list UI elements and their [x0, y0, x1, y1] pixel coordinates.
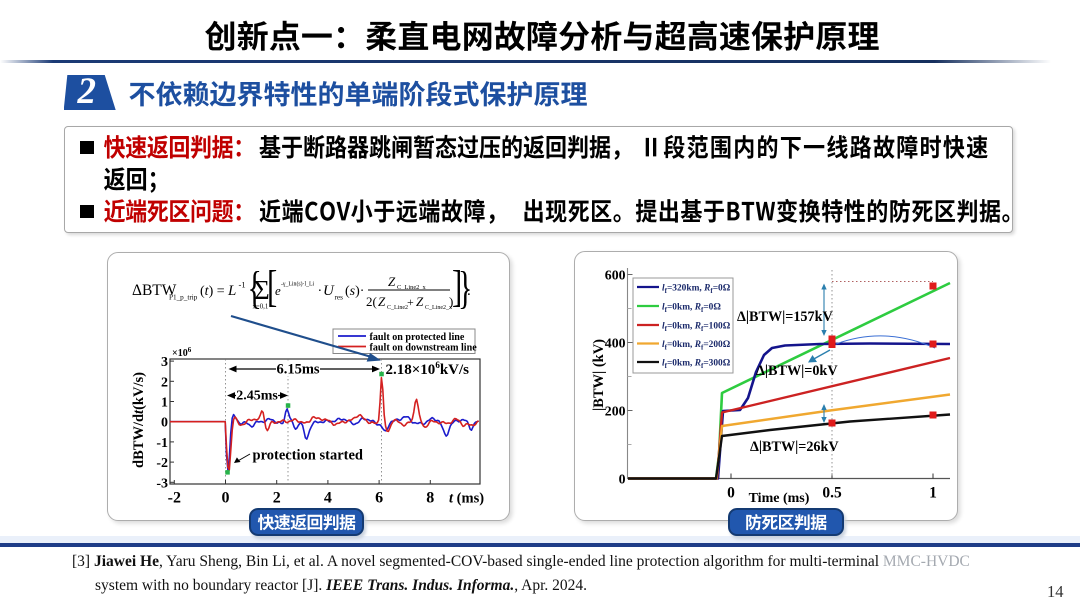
svg-text:lf=0km, Rf=100Ω: lf=0km, Rf=100Ω	[662, 322, 731, 334]
svg-text:+: +	[407, 295, 414, 309]
svg-text:C_Line2_x: C_Line2_x	[425, 305, 452, 311]
svg-text:2: 2	[161, 375, 168, 390]
svg-text:protection started: protection started	[253, 448, 363, 464]
svg-text:fault on downstream line: fault on downstream line	[370, 343, 478, 354]
svg-text:-1: -1	[239, 280, 246, 290]
svg-text:Σ: Σ	[254, 275, 270, 305]
svg-text:x=0,1: x=0,1	[253, 304, 269, 311]
svg-text:lf=0km, Rf=0Ω: lf=0km, Rf=0Ω	[662, 303, 721, 315]
svg-text:lf=0km, Rf=300Ω: lf=0km, Rf=300Ω	[662, 359, 731, 371]
svg-text:0: 0	[161, 416, 168, 431]
svg-text:0: 0	[619, 471, 626, 486]
svg-text:3: 3	[161, 355, 168, 370]
svg-text:Δ|BTW|=157kV: Δ|BTW|=157kV	[737, 309, 834, 325]
svg-text:6: 6	[375, 490, 383, 507]
svg-text:t (ms): t (ms)	[449, 491, 484, 507]
svg-text:1: 1	[161, 396, 168, 411]
svg-text:2: 2	[273, 490, 281, 507]
svg-text:0: 0	[727, 485, 735, 502]
svg-text:e: e	[275, 283, 281, 298]
svg-text:-2: -2	[156, 456, 168, 471]
svg-text:-3: -3	[156, 476, 168, 491]
svg-text:6.15ms: 6.15ms	[276, 362, 319, 378]
svg-text:1: 1	[929, 485, 937, 502]
svg-text:200: 200	[605, 403, 626, 418]
svg-text:C_Line2: C_Line2	[387, 305, 408, 311]
svg-text:·: ·	[318, 284, 323, 299]
svg-text:Time (ms): Time (ms)	[749, 491, 810, 506]
svg-text:2(: 2(	[366, 294, 377, 309]
svg-text:0.5: 0.5	[822, 485, 842, 502]
svg-text:P1_p_trip: P1_p_trip	[169, 294, 198, 302]
svg-text:res: res	[335, 294, 344, 302]
svg-text:-2: -2	[168, 490, 181, 507]
svg-text:fault on protected line: fault on protected line	[370, 332, 465, 343]
svg-text:C_Line2_x: C_Line2_x	[397, 284, 427, 291]
svg-text:}: }	[458, 263, 472, 314]
svg-text:.: .	[467, 283, 471, 299]
svg-text:600: 600	[605, 267, 626, 282]
svg-text:): )	[449, 294, 453, 309]
svg-text:[: [	[267, 263, 277, 312]
svg-text:U: U	[323, 283, 335, 299]
svg-text:Z: Z	[378, 294, 386, 309]
svg-text:2.18×106kV/s: 2.18×106kV/s	[386, 360, 470, 378]
svg-text:]: ]	[452, 263, 462, 312]
svg-text:0: 0	[222, 490, 230, 507]
svg-text:Δ|BTW|=26kV: Δ|BTW|=26kV	[750, 439, 839, 455]
svg-text:Δ|BTW|=0kV: Δ|BTW|=0kV	[756, 363, 838, 379]
svg-text:-γ_Lin(s)·l_Li: -γ_Lin(s)·l_Li	[281, 281, 315, 288]
svg-text:{: {	[248, 263, 262, 314]
svg-text:(t) =: (t) =	[200, 284, 225, 299]
svg-text:-1: -1	[156, 436, 168, 451]
svg-text:Z: Z	[388, 274, 396, 289]
svg-text:|BTW| (kV): |BTW| (kV)	[591, 339, 607, 411]
svg-text:4: 4	[324, 490, 332, 507]
svg-text:ΔBTW: ΔBTW	[132, 282, 177, 299]
svg-text:lf=320km, Rf=0Ω: lf=320km, Rf=0Ω	[662, 284, 731, 296]
svg-text:400: 400	[605, 335, 626, 350]
svg-text:Z: Z	[416, 294, 424, 309]
svg-text:(s)·: (s)·	[345, 284, 364, 299]
svg-text:2.45ms: 2.45ms	[236, 389, 278, 404]
svg-text:dBTW/dt(kV/s): dBTW/dt(kV/s)	[131, 372, 147, 468]
svg-text:×106: ×106	[172, 346, 192, 359]
svg-text:L: L	[227, 283, 236, 299]
svg-text:lf=0km, Rf=200Ω: lf=0km, Rf=200Ω	[662, 340, 731, 352]
svg-text:8: 8	[426, 490, 434, 507]
